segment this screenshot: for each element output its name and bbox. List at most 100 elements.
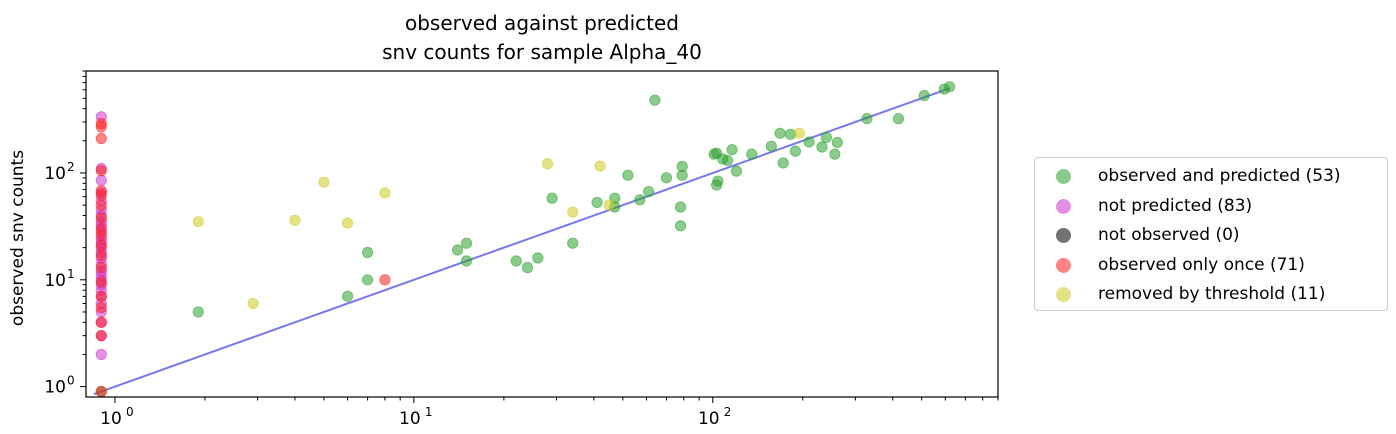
data-point-series-0 [726, 144, 738, 156]
data-point-series-0 [777, 157, 789, 169]
legend-label: not predicted (83) [1098, 195, 1253, 216]
data-point-series-0 [192, 306, 204, 318]
data-point-series-0 [831, 136, 843, 149]
data-point-series-0 [361, 246, 374, 259]
data-point-series-1 [95, 174, 107, 187]
data-point-series-3 [95, 385, 107, 398]
data-point-series-0 [510, 255, 522, 267]
data-point-series-0 [861, 113, 873, 125]
y-tick-label: 10 [44, 378, 66, 398]
data-point-series-3 [379, 274, 391, 286]
data-point-series-4 [379, 187, 391, 199]
data-point-series-0 [460, 237, 473, 249]
data-point-series-3 [95, 165, 107, 177]
data-point-series-0 [460, 255, 473, 267]
y-tick-label-exponent: 0 [67, 374, 75, 388]
legend-label: not observed (0) [1098, 225, 1240, 245]
legend-label: removed by threshold (11) [1098, 284, 1326, 304]
y-tick-label: 10 [44, 164, 66, 184]
data-point-series-4 [341, 217, 354, 229]
data-point-series-3 [95, 229, 107, 242]
data-point-series-0 [816, 141, 828, 153]
data-point-series-0 [361, 274, 374, 286]
y-tick-label: 10 [44, 271, 66, 291]
data-point-series-3 [95, 239, 107, 251]
y-axis-label: observed snv counts [8, 149, 28, 327]
x-tick-label: 10 [100, 409, 122, 429]
legend-label: observed and predicted (53) [1098, 166, 1341, 186]
legend: observed and predicted (53) not predicted… [1034, 157, 1388, 311]
data-point-series-0 [567, 237, 579, 249]
data-point-series-0 [721, 154, 734, 167]
data-point-series-3 [95, 189, 107, 201]
data-point-series-4 [192, 216, 204, 228]
chart-title-line-2: snv counts for sample Alpha_40 [382, 40, 702, 64]
data-point-series-0 [712, 175, 724, 187]
data-point-series-0 [918, 89, 930, 102]
data-point-series-0 [451, 244, 464, 256]
data-point-series-0 [892, 113, 905, 125]
legend-label: observed only once (71) [1098, 254, 1305, 275]
data-point-series-4 [603, 199, 615, 211]
legend-entry: removed by threshold (11) [1035, 282, 1387, 306]
data-point-series-0 [674, 201, 687, 213]
data-point-series-3 [95, 121, 107, 133]
data-point-series-0 [649, 94, 661, 106]
data-point-series-3 [95, 212, 107, 224]
data-point-series-0 [944, 81, 956, 93]
data-point-series-3 [95, 301, 107, 314]
data-point-series-3 [95, 249, 107, 261]
legend-entry: observed only once (71) [1035, 253, 1387, 277]
x-tick-label-exponent: 0 [126, 405, 134, 419]
data-point-series-4 [247, 297, 259, 310]
data-point-series-0 [622, 169, 634, 181]
data-point-series-3 [95, 199, 107, 211]
legend-marker [1056, 169, 1071, 184]
legend-entry: observed and predicted (53) [1035, 164, 1387, 188]
data-point-series-4 [318, 176, 330, 188]
data-point-series-0 [532, 252, 544, 264]
data-point-series-0 [746, 148, 758, 160]
data-point-series-0 [660, 172, 673, 184]
data-point-series-0 [643, 185, 655, 198]
data-point-series-3 [95, 290, 107, 302]
legend-marker [1056, 287, 1071, 302]
legend-entry: not predicted (83) [1035, 194, 1387, 218]
x-tick-label: 10 [399, 409, 421, 429]
data-point-series-4 [541, 158, 554, 170]
data-point-series-4 [289, 214, 301, 226]
data-point-series-0 [765, 140, 777, 152]
y-tick-label-exponent: 1 [67, 267, 75, 281]
data-point-series-3 [95, 132, 107, 145]
axes: 10 0 10 1 10 210 010 110 2 [44, 70, 999, 429]
data-point-series-0 [789, 145, 802, 157]
data-point-series-4 [793, 127, 806, 139]
data-point-series-4 [567, 206, 579, 218]
plot-marks [93, 81, 956, 398]
data-point-series-0 [730, 165, 743, 177]
data-point-series-0 [774, 127, 786, 139]
plot-frame [85, 70, 999, 398]
x-tick-label-exponent: 2 [724, 405, 732, 419]
data-point-series-0 [546, 192, 558, 204]
data-point-series-3 [95, 276, 107, 288]
legend-entry: not observed (0) [1035, 223, 1387, 247]
data-point-series-0 [829, 148, 841, 160]
x-tick-label-exponent: 1 [425, 405, 433, 419]
data-point-series-3 [95, 262, 107, 274]
data-point-series-0 [591, 196, 603, 209]
data-point-series-0 [820, 131, 833, 144]
data-point-series-0 [341, 290, 354, 302]
data-point-series-0 [803, 136, 815, 148]
data-point-series-0 [634, 194, 646, 206]
y-tick-label-exponent: 2 [67, 160, 75, 174]
data-point-series-1 [95, 348, 107, 361]
chart-title-line-1: observed against predicted [404, 11, 679, 35]
data-point-series-0 [674, 220, 687, 232]
data-point-series-0 [676, 160, 688, 173]
data-point-series-4 [594, 160, 606, 172]
legend-marker [1056, 257, 1071, 273]
data-point-series-3 [95, 316, 107, 328]
data-point-series-3 [95, 330, 107, 342]
